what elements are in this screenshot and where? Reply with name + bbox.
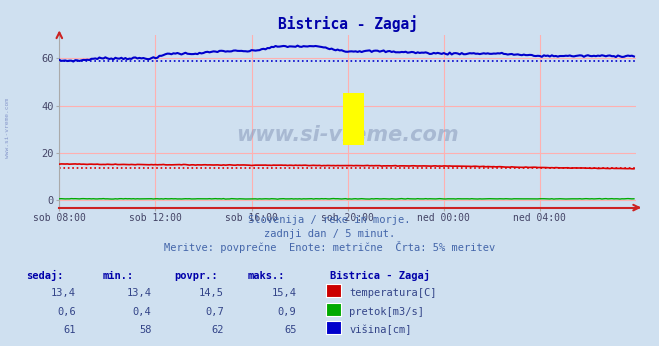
Text: višina[cm]: višina[cm] [349, 325, 412, 335]
Text: 14,5: 14,5 [199, 288, 224, 298]
Text: min.:: min.: [102, 271, 133, 281]
Text: 62: 62 [212, 325, 224, 335]
Text: 0,9: 0,9 [278, 307, 297, 317]
Text: www.si-vreme.com: www.si-vreme.com [237, 125, 459, 145]
Text: 65: 65 [284, 325, 297, 335]
Text: 0,7: 0,7 [206, 307, 224, 317]
Text: www.si-vreme.com: www.si-vreme.com [5, 98, 11, 158]
Text: sedaj:: sedaj: [26, 270, 64, 281]
Text: Bistrica - Zagaj: Bistrica - Zagaj [330, 270, 430, 281]
Text: pretok[m3/s]: pretok[m3/s] [349, 307, 424, 317]
Text: Meritve: povprečne  Enote: metrične  Črta: 5% meritev: Meritve: povprečne Enote: metrične Črta:… [164, 241, 495, 253]
Text: povpr.:: povpr.: [175, 271, 218, 281]
Title: Bistrica - Zagaj: Bistrica - Zagaj [277, 15, 418, 32]
Text: 61: 61 [63, 325, 76, 335]
Text: 0,4: 0,4 [133, 307, 152, 317]
Text: 15,4: 15,4 [272, 288, 297, 298]
Text: 13,4: 13,4 [127, 288, 152, 298]
Text: zadnji dan / 5 minut.: zadnji dan / 5 minut. [264, 229, 395, 239]
Text: temperatura[C]: temperatura[C] [349, 288, 437, 298]
Text: 13,4: 13,4 [51, 288, 76, 298]
Text: 0,6: 0,6 [57, 307, 76, 317]
Text: 58: 58 [139, 325, 152, 335]
Text: Slovenija / reke in morje.: Slovenija / reke in morje. [248, 215, 411, 225]
Text: maks.:: maks.: [247, 271, 285, 281]
